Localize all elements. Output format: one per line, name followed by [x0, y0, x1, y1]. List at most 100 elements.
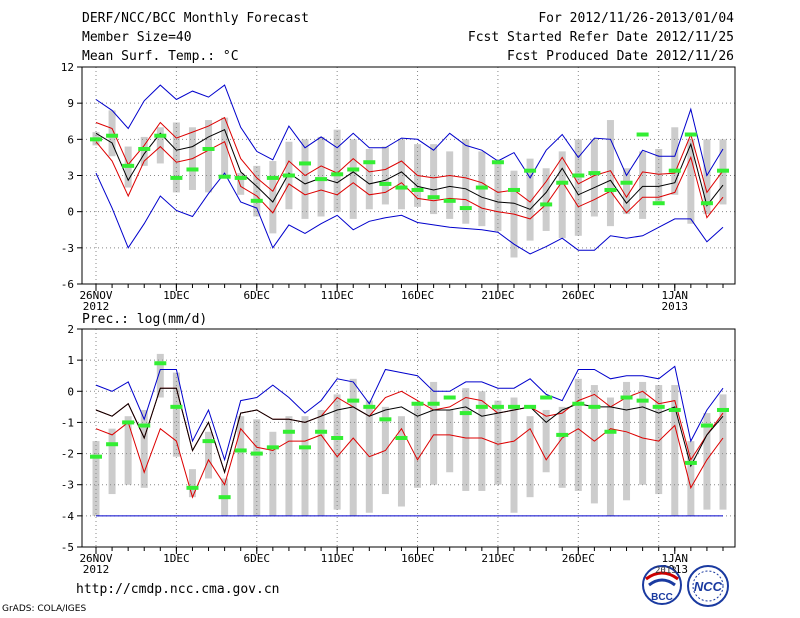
panel2-observed-marker — [90, 454, 102, 459]
panel2-range-bar — [140, 409, 148, 488]
panel2-observed-marker — [443, 395, 456, 400]
bcc-logo-text: BCC — [651, 592, 673, 603]
panel2-observed-marker — [282, 429, 295, 434]
panel2-observed-marker — [170, 404, 183, 409]
panel1-observed-marker — [508, 187, 520, 192]
panel2-range-bar — [108, 428, 116, 495]
panel2-observed-marker — [475, 404, 488, 409]
panel2-x-tick-label: 26NOV — [79, 552, 112, 565]
panel1-range-bar — [494, 163, 502, 231]
panel2-range-bar — [253, 419, 261, 516]
panel1-observed-marker — [620, 180, 633, 185]
panel2-range-bar — [301, 416, 309, 516]
panel2-x-tick-label: 11DEC — [321, 552, 354, 565]
panel1-observed-marker — [540, 202, 553, 207]
panel2-observed-marker — [138, 423, 151, 428]
panel1-observed-marker — [684, 132, 697, 137]
panel2-observed-marker — [717, 407, 729, 412]
panel2-observed-marker — [395, 436, 408, 440]
panel2-range-bar — [430, 381, 438, 485]
panel2-x-tick-label: 16DEC — [401, 552, 434, 565]
panel1-y-tick-label: -3 — [61, 242, 74, 255]
panel2-range-bar — [237, 416, 245, 516]
fcst-started-date: Fcst Started Refer Date 2012/11/25 — [467, 30, 734, 45]
panel2-observed-marker — [234, 448, 247, 453]
panel1-observed-marker — [90, 137, 102, 142]
panel2-range-bar — [719, 394, 727, 510]
panel2-observed-marker — [202, 439, 215, 444]
panel2-observed-marker — [508, 404, 520, 409]
source-url[interactable]: http://cmdp.ncc.cma.gov.cn — [76, 582, 280, 597]
panel2-observed-marker — [636, 398, 649, 403]
panel1-observed-marker — [218, 174, 231, 179]
panel1-range-bar — [237, 173, 245, 195]
ncc-logo-text: NCC — [694, 579, 723, 594]
panel1-range-bar — [205, 120, 213, 193]
forecast-range: For 2012/11/26-2013/01/04 — [538, 11, 734, 26]
precip-title: Prec.: log(mm/d) — [82, 312, 207, 327]
panel2-envelope-upper-line — [95, 365, 724, 462]
panel2-range-bar — [205, 431, 213, 479]
panel2-observed-marker — [652, 404, 665, 409]
panel2-observed-marker — [250, 451, 263, 456]
panel2-range-bar — [317, 409, 325, 516]
panel2-y-tick-label: -3 — [61, 479, 74, 492]
panel1-range-bar — [671, 127, 679, 195]
panel1-range-bar — [446, 151, 454, 219]
panel2-x-tick-label: 1DEC — [163, 552, 190, 565]
panel2-x-tick-label: 1JAN — [662, 552, 689, 565]
panel1-observed-marker — [556, 180, 569, 185]
panel1-observed-marker — [572, 173, 585, 178]
panel2-range-bar — [703, 413, 711, 510]
panel2-range-bar — [349, 378, 357, 516]
panel1-observed-marker — [411, 187, 424, 192]
panel1-range-bar — [623, 168, 631, 215]
panel1-y-tick-label: 0 — [67, 206, 74, 219]
panel1-range-bar — [349, 139, 357, 219]
panel1-x-tick-label: 6DEC — [244, 289, 271, 302]
panel1-range-bar — [108, 110, 116, 157]
grads-credit: GrADS: COLA/IGES — [2, 604, 87, 614]
panel2-observed-marker — [427, 401, 440, 406]
panel1-observed-marker — [459, 206, 472, 211]
panel1-observed-marker — [234, 175, 247, 180]
panel2-observed-marker — [347, 398, 360, 403]
panel2-observed-marker — [556, 432, 569, 437]
panel1-observed-marker — [106, 133, 119, 138]
panel1-observed-marker — [636, 132, 649, 137]
fcst-produced-date: Fcst Produced Date 2012/11/26 — [507, 49, 734, 64]
panel2-observed-marker — [266, 445, 279, 450]
logo-year: 2013 — [655, 566, 677, 576]
panel2-observed-marker — [572, 401, 585, 406]
panel1-range-bar — [590, 139, 598, 217]
panel2-observed-marker — [588, 404, 601, 409]
panel1-observed-marker — [652, 201, 665, 206]
panel2-range-bar — [526, 416, 534, 498]
panel1-range-bar — [172, 122, 180, 193]
panel1-x-tick-label: 26DEC — [562, 289, 595, 302]
panel2-observed-marker — [331, 436, 344, 440]
panel2-x-tick-year: 2012 — [83, 563, 110, 576]
panel2-ensemble-mean-line — [95, 387, 724, 475]
panel2-range-bar — [606, 397, 614, 516]
panel2-range-bar — [333, 394, 341, 510]
panel1-range-bar — [381, 146, 389, 205]
panel2-observed-marker — [620, 395, 633, 400]
panel2-range-bar — [542, 409, 550, 473]
panel2-observed-marker — [700, 423, 713, 428]
panel2-y-tick-label: -4 — [61, 510, 75, 523]
panel1-range-bar — [301, 139, 309, 219]
panel1-range-bar — [687, 139, 695, 224]
panel2-y-tick-label: -1 — [61, 416, 74, 429]
panel2-range-bar — [558, 406, 566, 488]
panel1-observed-marker — [331, 172, 344, 177]
panel1-observed-marker — [379, 181, 392, 186]
panel1-observed-marker — [395, 185, 408, 190]
panel1-observed-marker — [524, 168, 537, 173]
panel1-observed-marker — [170, 175, 183, 180]
panel1-range-bar — [639, 151, 647, 219]
panel1-range-bar — [269, 161, 277, 234]
panel1-envelope-upper-line — [95, 84, 724, 179]
panel1-range-bar — [365, 148, 373, 210]
panel1-x-tick-label: 1JAN — [662, 289, 689, 302]
